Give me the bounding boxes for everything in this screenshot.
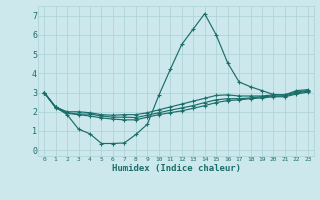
X-axis label: Humidex (Indice chaleur): Humidex (Indice chaleur) (111, 164, 241, 173)
